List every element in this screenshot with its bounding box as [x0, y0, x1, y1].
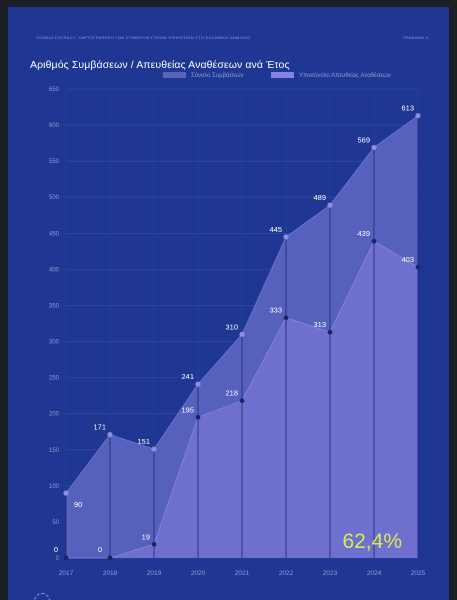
data-label-direct: 0 [98, 545, 102, 554]
data-label-total: 171 [93, 423, 106, 432]
x-tick-label: 2021 [235, 570, 250, 577]
data-point-direct [371, 238, 377, 244]
y-tick-label: 500 [49, 195, 60, 201]
data-label-total: 90 [74, 500, 82, 509]
percentage-annotation: 62,4% [342, 530, 402, 553]
x-tick-label: 2025 [411, 570, 426, 577]
y-tick-label: 50 [52, 520, 59, 526]
data-point-direct [63, 555, 69, 561]
data-label-total: 241 [181, 372, 194, 381]
data-label-direct: 313 [313, 320, 326, 329]
figure-number: ΓΡΑΦΗΜΑ 3 [402, 35, 428, 40]
data-point-total [239, 331, 245, 337]
data-point-direct [195, 414, 201, 420]
y-tick-label: 450 [49, 231, 60, 237]
legend-label-total: Σύνολο Συμβάσεων [191, 72, 244, 79]
y-tick-label: 400 [49, 267, 60, 273]
data-point-direct [151, 541, 157, 547]
x-tick-label: 2023 [323, 570, 338, 577]
y-tick-label: 150 [49, 448, 60, 454]
data-label-total: 613 [401, 104, 414, 113]
data-point-direct [239, 398, 245, 404]
data-point-total [195, 381, 201, 387]
data-label-direct: 218 [225, 389, 238, 398]
x-tick-label: 2019 [147, 570, 162, 577]
data-label-direct: 195 [181, 405, 194, 414]
x-tick-label: 2024 [367, 570, 382, 577]
data-label-total: 489 [313, 193, 326, 202]
data-point-total [151, 446, 157, 452]
legend-label-direct: Υποσύνολο Απευθείας Αναθέσεων [299, 72, 391, 79]
data-label-total: 310 [225, 322, 238, 331]
report-header: CONSULTOCRACY: ΧΑΡΤΟΓΡΑΦΗΣΗ ΤΩΝ ΣΥΜΒΟΥΛΕ… [36, 35, 251, 40]
y-tick-label: 250 [49, 376, 60, 382]
data-point-total [371, 144, 377, 151]
data-label-direct: 439 [357, 229, 370, 238]
legend-swatch-direct [271, 72, 294, 78]
data-point-direct [107, 555, 113, 561]
data-point-total [327, 202, 333, 208]
data-label-direct: 333 [269, 306, 282, 315]
y-tick-label: 300 [49, 340, 60, 346]
data-point-total [107, 432, 113, 438]
y-tick-label: 0 [56, 556, 60, 562]
chart-title: Αριθμός Συμβάσεων / Απευθείας Αναθέσεων … [30, 59, 290, 71]
data-point-total [415, 113, 421, 119]
y-tick-label: 600 [49, 123, 60, 129]
legend-swatch-total [163, 72, 186, 78]
y-tick-label: 200 [49, 412, 60, 418]
data-point-total [63, 490, 69, 496]
data-label-direct: 403 [401, 255, 414, 264]
area-chart: 0 50 100 150 200 250 300 350 400 450 500 550 600 650 9… [49, 72, 426, 577]
data-point-direct [283, 315, 289, 321]
data-point-total [283, 234, 289, 240]
chart-slide: CONSULTOCRACY: ΧΑΡΤΟΓΡΑΦΗΣΗ ΤΩΝ ΣΥΜΒΟΥΛΕ… [8, 7, 449, 600]
x-tick-label: 2017 [59, 570, 74, 577]
data-label-direct: 19 [142, 532, 150, 541]
data-label-total: 151 [137, 437, 150, 446]
y-tick-label: 550 [49, 159, 60, 165]
data-point-direct [415, 264, 421, 270]
y-tick-label: 350 [49, 303, 60, 309]
data-point-direct [327, 329, 333, 335]
x-tick-label: 2018 [103, 570, 118, 577]
y-tick-label: 650 [49, 87, 60, 93]
data-label-total: 445 [269, 225, 282, 234]
x-tick-label: 2020 [191, 570, 206, 577]
y-tick-label: 100 [49, 484, 60, 490]
x-tick-label: 2022 [279, 570, 294, 577]
data-label-total: 569 [357, 135, 370, 144]
data-label-direct: 0 [54, 545, 58, 554]
